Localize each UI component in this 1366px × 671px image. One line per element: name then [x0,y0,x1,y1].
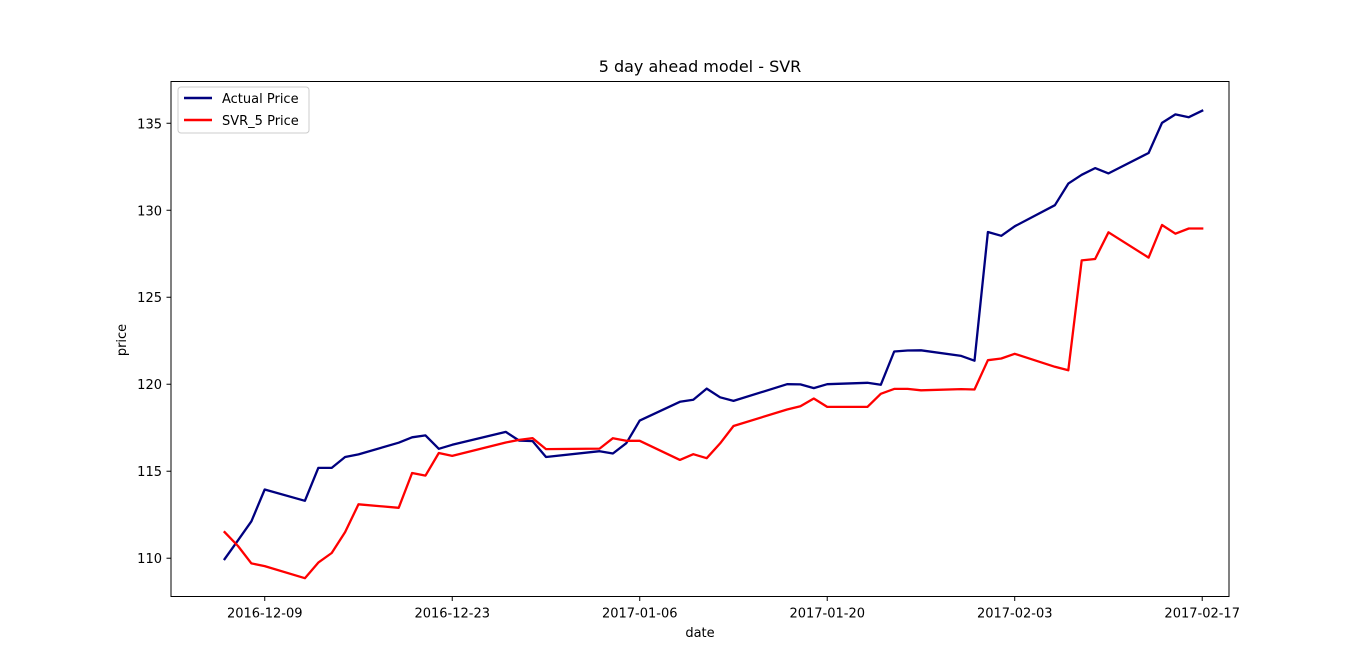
y-tick-label: 115 [137,465,162,480]
y-tick-label: 125 [137,291,162,306]
x-tick-label: 2017-02-03 [977,607,1053,622]
x-tick-label: 2016-12-09 [227,607,303,622]
y-tick-label: 130 [137,204,162,219]
legend-label-actual-price: Actual Price [222,92,299,107]
legend: Actual Price SVR_5 Price [177,86,310,134]
y-axis-label: price [115,324,130,356]
chart-title: 5 day ahead model - SVR [599,57,802,76]
x-tick-label: 2016-12-23 [414,607,490,622]
plot-frame [170,81,1230,597]
x-axis: 2016-12-09 2016-12-23 2017-01-06 2017-01-20… [227,596,1240,622]
y-tick-label: 135 [137,117,162,132]
x-tick-label: 2017-02-17 [1164,607,1240,622]
series-line-svr-5-price [222,223,1204,580]
plot-area [222,109,1204,580]
x-axis-label: date [685,626,714,641]
y-axis: 110 115 120 125 130 135 [137,117,171,567]
series-line-actual-price [222,109,1204,561]
x-tick-label: 2017-01-06 [602,607,678,622]
y-tick-label: 110 [137,552,162,567]
x-tick-label: 2017-01-20 [789,607,865,622]
y-tick-label: 120 [137,378,162,393]
legend-label-svr-5-price: SVR_5 Price [222,114,299,129]
